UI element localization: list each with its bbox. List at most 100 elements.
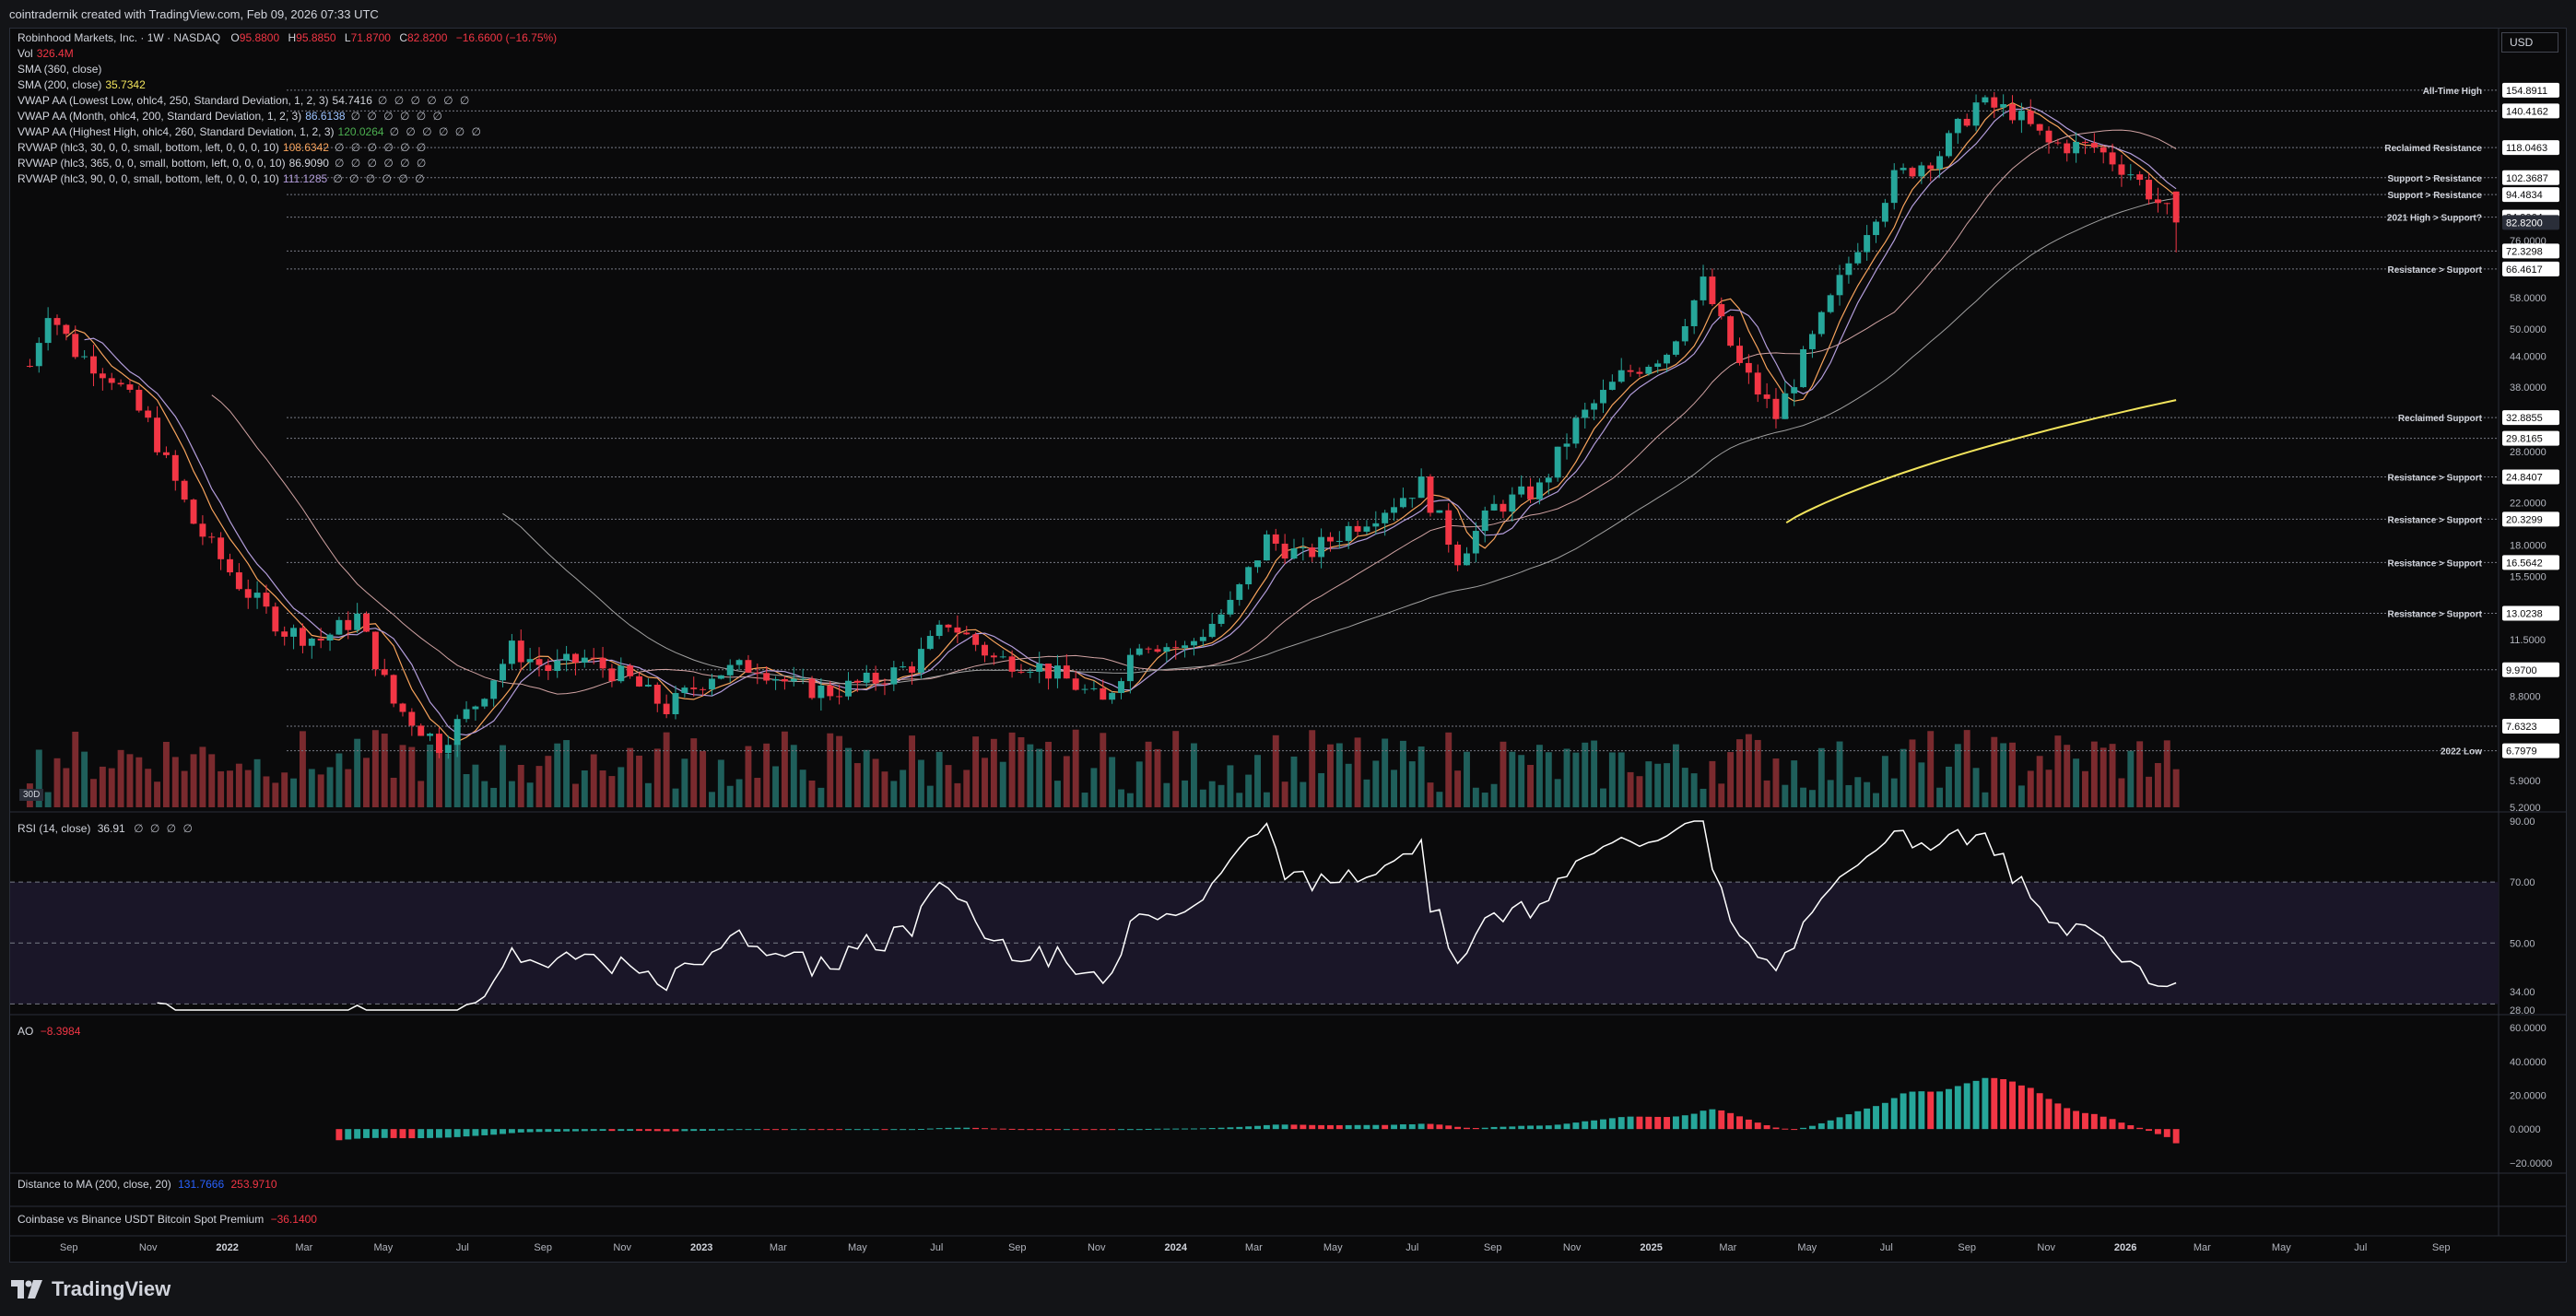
ao-bar bbox=[1318, 1124, 1325, 1130]
candle-body bbox=[681, 687, 688, 694]
volume-bar bbox=[1972, 768, 1980, 807]
ao-bar bbox=[853, 1129, 861, 1131]
candle-body bbox=[1527, 486, 1535, 499]
indicator-row[interactable]: SMA (360, close) bbox=[18, 62, 557, 77]
indicator-dots: ∅ ∅ ∅ ∅ ∅ ∅ bbox=[350, 110, 444, 123]
candle-body bbox=[881, 683, 888, 685]
time-axis-label: Mar bbox=[770, 1242, 787, 1253]
price-tag-bg bbox=[2502, 662, 2559, 677]
volume-period-tag[interactable]: 30D bbox=[19, 789, 44, 801]
candle-body bbox=[763, 673, 770, 681]
volume-bar bbox=[1827, 780, 1834, 807]
indicator-row[interactable]: SMA (200, close) 35.7342 bbox=[18, 77, 557, 93]
price-tag: 7.6323 bbox=[2506, 722, 2537, 733]
ao-bar bbox=[1145, 1128, 1152, 1130]
time-axis-label: Nov bbox=[2037, 1242, 2055, 1253]
tradingview-logo[interactable]: TradingView bbox=[11, 1277, 171, 1301]
volume-bar bbox=[1591, 740, 1598, 807]
ao-bar bbox=[1254, 1125, 1261, 1130]
candle-body bbox=[1172, 647, 1180, 649]
candle-body bbox=[917, 649, 924, 673]
level-label: All-Time High bbox=[2423, 87, 2482, 97]
chart-frame[interactable]: All-Time High Reclaimed Resistance Support… bbox=[9, 28, 2567, 1263]
volume-bar bbox=[490, 787, 498, 807]
ao-bar bbox=[799, 1129, 806, 1131]
symbol-row[interactable]: Robinhood Markets, Inc. · 1W · NASDAQ O9… bbox=[18, 30, 557, 46]
ao-bar bbox=[1800, 1127, 1807, 1130]
ao-bar bbox=[700, 1129, 707, 1132]
premium-legend[interactable]: Coinbase vs Binance USDT Bitcoin Spot Pr… bbox=[18, 1212, 317, 1228]
ao-bar bbox=[2146, 1129, 2152, 1132]
rsi-legend[interactable]: RSI (14, close) 36.91 ∅ ∅ ∅ ∅ bbox=[18, 821, 194, 837]
ao-legend[interactable]: AO −8.3984 bbox=[18, 1024, 80, 1040]
volume-bar bbox=[427, 744, 434, 807]
candle-body bbox=[1791, 387, 1798, 394]
price-tag: 154.8911 bbox=[2506, 86, 2547, 97]
candle-body bbox=[53, 318, 61, 325]
volume-bar bbox=[1900, 748, 1907, 807]
candle-body bbox=[162, 452, 170, 455]
volume-bar bbox=[972, 736, 980, 807]
ao-bar bbox=[1645, 1116, 1653, 1130]
ao-bar bbox=[1072, 1129, 1079, 1131]
candle-body bbox=[1199, 637, 1206, 641]
volume-bar bbox=[126, 754, 134, 807]
ao-bar bbox=[1900, 1093, 1907, 1130]
volume-bar bbox=[2154, 762, 2161, 807]
candle-body bbox=[453, 719, 461, 746]
candle-body bbox=[1509, 494, 1516, 512]
ao-bar bbox=[1600, 1119, 1606, 1130]
vwap-month-line bbox=[211, 129, 2177, 695]
volume-bar bbox=[1991, 736, 1998, 807]
chart-canvas[interactable]: All-Time High Reclaimed Resistance Support… bbox=[10, 29, 2566, 1262]
indicator-row[interactable]: VWAP AA (Month, ohlc4, 200, Standard Dev… bbox=[18, 109, 557, 124]
indicator-row[interactable]: RVWAP (hlc3, 30, 0, 0, small, bottom, le… bbox=[18, 140, 557, 156]
indicator-row[interactable]: RVWAP (hlc3, 365, 0, 0, small, bottom, l… bbox=[18, 156, 557, 171]
volume-bar bbox=[2090, 741, 2098, 807]
candle-body bbox=[2127, 174, 2135, 176]
ao-bar bbox=[772, 1129, 779, 1131]
volume-bar bbox=[836, 735, 843, 807]
indicator-label: SMA (360, close) bbox=[18, 63, 102, 76]
volume-bar bbox=[1391, 770, 1397, 807]
ao-bar bbox=[672, 1129, 679, 1132]
volume-bar bbox=[1927, 731, 1935, 807]
volume-bar bbox=[290, 778, 298, 807]
candle-body bbox=[1109, 692, 1116, 700]
ao-bar bbox=[1300, 1124, 1307, 1130]
indicator-row[interactable]: RVWAP (hlc3, 90, 0, 0, small, bottom, le… bbox=[18, 171, 557, 187]
candle-body bbox=[2054, 142, 2062, 144]
candle-body bbox=[1936, 156, 1944, 170]
volume-bar bbox=[1782, 784, 1789, 807]
distance-legend[interactable]: Distance to MA (200, close, 20) 131.7666… bbox=[18, 1177, 277, 1193]
volume-bar bbox=[1845, 784, 1853, 807]
volume-bar bbox=[1190, 743, 1197, 807]
ao-label: AO bbox=[18, 1025, 34, 1038]
time-axis-label: Sep bbox=[60, 1242, 78, 1253]
indicator-row[interactable]: VWAP AA (Lowest Low, ohlc4, 250, Standar… bbox=[18, 93, 557, 109]
ao-bar bbox=[1245, 1126, 1253, 1130]
candle-body bbox=[345, 619, 352, 630]
ao-scale-label: 0.0000 bbox=[2510, 1124, 2541, 1135]
currency-selector[interactable]: USD bbox=[2501, 32, 2558, 53]
volume-bar bbox=[1800, 787, 1807, 807]
candle-body bbox=[2163, 203, 2170, 205]
volume-bar bbox=[1509, 751, 1516, 807]
time-axis-label: Mar bbox=[295, 1242, 312, 1253]
indicator-row[interactable]: Vol 326.4M bbox=[18, 46, 557, 62]
candle-body bbox=[1808, 334, 1816, 349]
ao-bar bbox=[1617, 1117, 1625, 1130]
indicator-row[interactable]: VWAP AA (Highest High, ohlc4, 260, Stand… bbox=[18, 124, 557, 140]
ao-bar bbox=[1382, 1124, 1389, 1130]
ao-bar bbox=[1182, 1128, 1189, 1130]
volume-bar bbox=[272, 782, 279, 807]
volume-bar bbox=[1036, 748, 1043, 807]
candle-body bbox=[1408, 498, 1416, 499]
ao-bar bbox=[781, 1129, 788, 1131]
volume-bar bbox=[1118, 789, 1124, 807]
candle-body bbox=[1391, 507, 1397, 513]
volume-bar bbox=[863, 749, 870, 807]
volume-bar bbox=[2000, 743, 2007, 807]
ao-bar bbox=[390, 1129, 397, 1138]
volume-bar bbox=[1582, 742, 1589, 807]
